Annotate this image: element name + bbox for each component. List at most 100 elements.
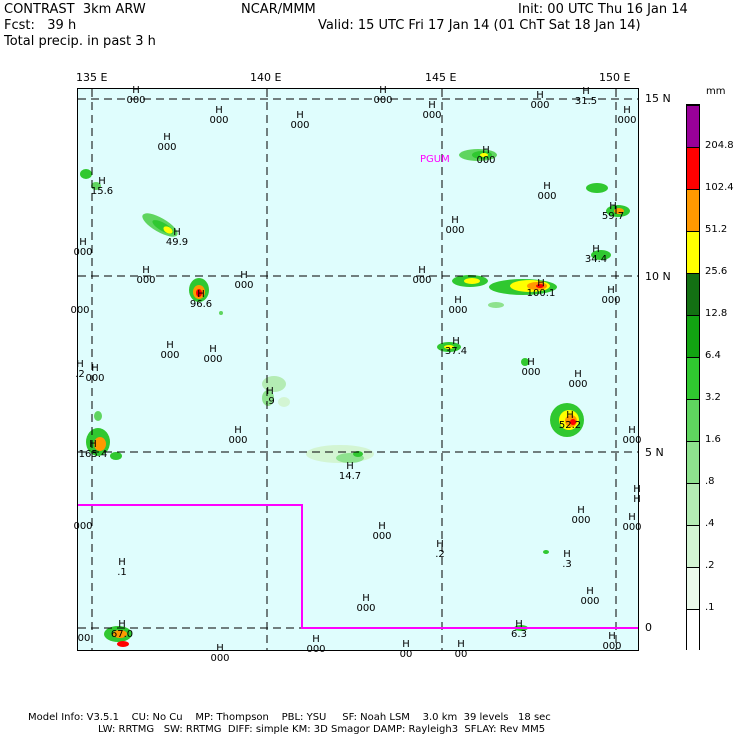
max-value: 000 bbox=[622, 435, 642, 446]
h-symbol: H bbox=[527, 357, 535, 368]
colorbar-level-label: 204.8 bbox=[705, 140, 734, 151]
h-symbol: H bbox=[586, 586, 594, 597]
max-value: 000 bbox=[602, 641, 622, 652]
colorbar-swatch bbox=[687, 399, 699, 441]
h-marker: H 96.6 bbox=[185, 290, 217, 310]
max-value: H bbox=[633, 494, 641, 505]
h-marker: H 15.6 bbox=[86, 177, 118, 197]
h-symbol: H bbox=[566, 410, 574, 421]
max-value: 34.4 bbox=[584, 254, 608, 265]
h-symbol: H bbox=[482, 145, 490, 156]
colorbar-level-label: 51.2 bbox=[705, 224, 728, 235]
map-canvas: PGUM bbox=[78, 89, 638, 650]
h-marker: H 000 bbox=[531, 182, 563, 202]
h-marker: H 000 bbox=[204, 644, 236, 664]
max-value: 000 bbox=[306, 644, 326, 655]
h-symbol: H bbox=[607, 285, 615, 296]
max-value: 000 bbox=[228, 435, 248, 446]
h-marker: H .3 bbox=[551, 550, 583, 570]
lat-label-15n: 15 N bbox=[645, 92, 671, 105]
h-symbol: H bbox=[118, 557, 126, 568]
h-symbol: H bbox=[240, 270, 248, 281]
h-symbol: H bbox=[418, 265, 426, 276]
h-symbol: H bbox=[89, 439, 97, 450]
lon-label-140: 140 E bbox=[250, 71, 282, 84]
colorbar-swatch bbox=[687, 441, 699, 483]
h-marker: H 00 bbox=[390, 640, 422, 660]
h-symbol: H bbox=[628, 425, 636, 436]
colorbar-swatch bbox=[687, 567, 699, 609]
h-marker: H 000 bbox=[616, 426, 648, 446]
h-marker: H 000 bbox=[197, 345, 229, 365]
h-marker: H 165.4 bbox=[77, 440, 109, 460]
precip-cell bbox=[452, 275, 557, 308]
h-marker: H 000 bbox=[611, 106, 643, 126]
colorbar-level-label: .1 bbox=[705, 602, 715, 613]
colorbar bbox=[686, 104, 700, 651]
h-symbol: H bbox=[346, 461, 354, 472]
h-marker: H 6.3 bbox=[503, 620, 535, 640]
colorbar-swatch bbox=[687, 147, 699, 189]
center-name: NCAR/MMM bbox=[241, 2, 316, 17]
h-marker: H 000 bbox=[67, 238, 99, 258]
max-value: 000 bbox=[73, 521, 93, 532]
h-symbol: H bbox=[266, 386, 274, 397]
h-symbol: H bbox=[577, 505, 585, 516]
colorbar-level-label: 25.6 bbox=[705, 266, 728, 277]
h-symbol: H bbox=[79, 237, 87, 248]
h-marker: H 67.0 bbox=[106, 620, 138, 640]
h-marker: 000 bbox=[67, 522, 99, 532]
precip-cell bbox=[306, 445, 374, 463]
precip-cell bbox=[262, 376, 290, 407]
max-value: 000 bbox=[568, 379, 588, 390]
colorbar-level-label: 12.8 bbox=[705, 308, 728, 319]
h-symbol: H bbox=[609, 201, 617, 212]
h-marker: H .2 bbox=[424, 540, 456, 560]
h-symbol: H bbox=[451, 215, 459, 226]
h-marker: H 000 bbox=[154, 341, 186, 361]
h-symbol: H bbox=[536, 90, 544, 101]
max-value: 000 bbox=[157, 142, 177, 153]
h-symbol: H bbox=[296, 110, 304, 121]
h-symbol: H bbox=[592, 244, 600, 255]
h-marker: H .1 bbox=[106, 558, 138, 578]
h-marker: H 000 bbox=[596, 632, 628, 652]
h-marker: H 000 bbox=[300, 635, 332, 655]
precip-cell bbox=[80, 169, 101, 190]
h-marker: H .2 bbox=[64, 360, 96, 380]
h-marker: H 000 bbox=[366, 522, 398, 542]
h-symbol: H bbox=[428, 100, 436, 111]
h-marker: H 14.7 bbox=[334, 462, 366, 482]
eez-boundary bbox=[78, 504, 638, 629]
h-symbol: H bbox=[142, 265, 150, 276]
colorbar-swatch bbox=[687, 609, 699, 651]
h-symbol: H bbox=[452, 336, 460, 347]
max-value: 000 bbox=[136, 275, 156, 286]
max-value: 100.1 bbox=[526, 288, 556, 299]
h-marker: H 000 bbox=[284, 111, 316, 131]
h-marker: H 37.4 bbox=[440, 337, 472, 357]
max-value: 000 bbox=[356, 603, 376, 614]
h-symbol: H bbox=[98, 176, 106, 187]
h-symbol: H bbox=[628, 512, 636, 523]
h-symbol: H bbox=[163, 132, 171, 143]
precip-cell bbox=[189, 278, 223, 315]
max-value: .2 bbox=[435, 549, 445, 560]
max-value: 37.4 bbox=[444, 346, 468, 357]
colorbar-swatch bbox=[687, 315, 699, 357]
h-marker: 00 bbox=[68, 634, 100, 644]
max-value: 000 bbox=[210, 653, 230, 664]
h-marker: H 000 bbox=[574, 587, 606, 607]
max-value: 000 bbox=[160, 350, 180, 361]
max-value: 000 bbox=[521, 367, 541, 378]
h-symbol: H bbox=[166, 340, 174, 351]
max-value: 000 bbox=[537, 191, 557, 202]
lon-label-135: 135 E bbox=[76, 71, 108, 84]
h-marker: H 000 bbox=[203, 106, 235, 126]
h-symbol: H bbox=[378, 521, 386, 532]
lon-label-145: 145 E bbox=[425, 71, 457, 84]
precip-cells bbox=[80, 149, 630, 647]
max-value: 000 bbox=[445, 225, 465, 236]
h-marker: H 000 bbox=[565, 506, 597, 526]
max-value: 000 bbox=[372, 531, 392, 542]
